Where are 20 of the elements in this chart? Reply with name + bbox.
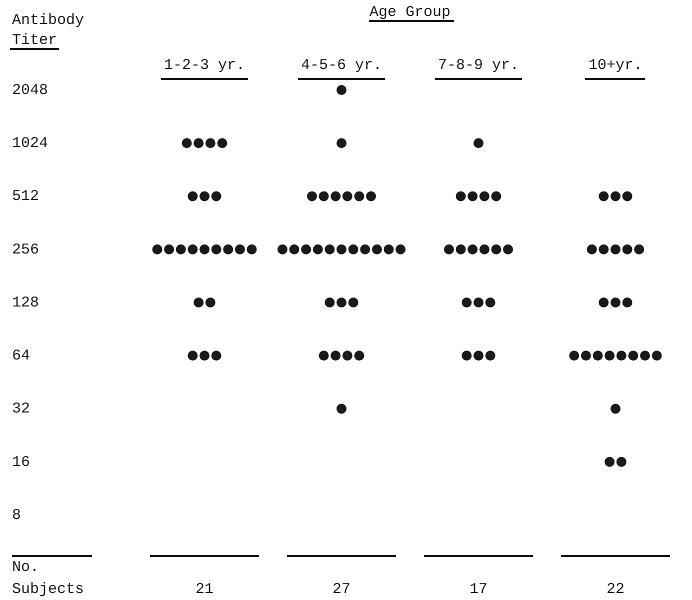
text: 27 — [332, 581, 351, 598]
y-tick-label: 32 — [12, 400, 30, 418]
text: 17 — [469, 581, 488, 598]
y-tick-label: 16 — [12, 454, 30, 471]
y-tick-label: 2048 — [12, 82, 48, 99]
y-tick-label: 512 — [12, 188, 40, 206]
y-tick-label: 64 — [12, 348, 30, 365]
y-tick-label: 8 — [12, 506, 22, 524]
y-tick-label: 128 — [12, 294, 40, 312]
text: 22 — [606, 581, 625, 598]
x-tick-label: 7-8-9 yr. — [438, 56, 520, 74]
x-tick-label: 4-5-6 yr. — [300, 56, 382, 74]
y-axis-title: Antibody Titer — [12, 12, 84, 49]
x-tick-label: 10+yr. — [588, 56, 643, 74]
y-tick-label: 256 — [12, 241, 40, 258]
chart-title: Age Group — [369, 4, 451, 21]
x-tick-label: 1-2-3 yr. — [164, 56, 246, 74]
text: No. Subjects — [12, 559, 84, 598]
text: 21 — [195, 581, 214, 598]
y-tick-label: 1024 — [12, 135, 48, 152]
